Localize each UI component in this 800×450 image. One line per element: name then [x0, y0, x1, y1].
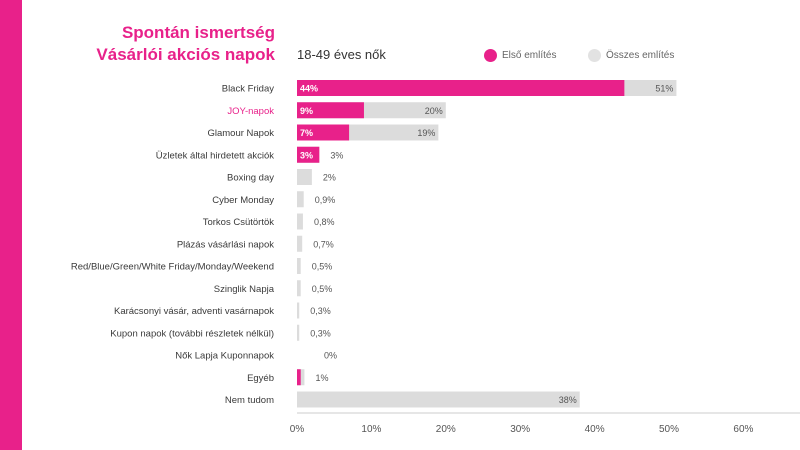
total-mention-value-label: 0,8%	[314, 217, 335, 227]
category-label: Szinglik Napja	[214, 284, 275, 295]
x-tick-label: 30%	[510, 424, 530, 435]
legend-label-total: Összes említés	[606, 50, 675, 61]
category-label: Plázás vásárlási napok	[177, 239, 274, 250]
first-mention-bar	[297, 80, 625, 96]
category-label: Black Friday	[222, 84, 275, 95]
total-mention-value-label: 0,5%	[312, 284, 333, 294]
total-mention-value-label: 51%	[655, 84, 673, 94]
legend-item-total-mention: Összes említés	[588, 49, 674, 62]
total-bar	[297, 258, 301, 274]
category-label: Cyber Monday	[212, 195, 274, 206]
total-bar	[297, 213, 303, 230]
chart-title: Spontán ismertség Vásárlói akciós napok	[90, 22, 275, 66]
total-mention-value-label: 3%	[330, 150, 343, 160]
x-tick-label: 50%	[659, 424, 679, 435]
title-line-2: Vásárlói akciós napok	[96, 45, 275, 64]
category-label: Karácsonyi vásár, adventi vasárnapok	[114, 306, 274, 317]
category-label: Red/Blue/Green/White Friday/Monday/Weeke…	[71, 262, 274, 273]
x-tick-label: 10%	[361, 424, 381, 435]
total-mention-value-label: 0%	[324, 351, 337, 361]
total-mention-value-label: 1%	[315, 373, 328, 383]
legend-swatch-total	[588, 49, 601, 62]
total-mention-value-label: 0,7%	[313, 239, 334, 249]
first-mention-bar	[297, 369, 301, 386]
title-line-1: Spontán ismertség	[121, 23, 275, 42]
total-bar	[297, 169, 312, 185]
first-mention-bar	[297, 146, 320, 163]
category-label: Üzletek által hirdetett akciók	[156, 150, 275, 161]
first-mention-value-label: 9%	[300, 106, 313, 116]
total-bar	[297, 324, 300, 341]
first-mention-value-label: 44%	[300, 84, 318, 94]
total-bar	[297, 191, 304, 208]
total-bar	[297, 391, 580, 408]
legend-item-first-mention: Első említés	[484, 49, 556, 62]
category-label: Nem tudom	[225, 395, 274, 406]
category-label: Egyéb	[247, 373, 274, 384]
category-label: Torkos Csütörtök	[203, 217, 275, 228]
total-mention-value-label: 0,3%	[310, 328, 331, 338]
total-mention-value-label: 19%	[417, 128, 435, 138]
category-label: Nők Lapja Kuponnapok	[175, 351, 274, 362]
legend-swatch-first	[484, 49, 497, 62]
total-mention-value-label: 0,5%	[312, 262, 333, 272]
first-mention-bar	[297, 124, 350, 141]
first-mention-bar	[297, 102, 364, 119]
total-mention-value-label: 20%	[425, 106, 443, 116]
category-label: Boxing day	[227, 173, 274, 184]
x-tick-label: 20%	[436, 424, 456, 435]
chart-subtitle: 18-49 éves nők	[297, 47, 386, 62]
total-bar	[297, 302, 300, 319]
category-label: JOY-napok	[227, 106, 274, 117]
legend-label-first: Első említés	[502, 50, 557, 61]
category-label: Kupon napok (további részletek nélkül)	[110, 328, 274, 339]
total-mention-value-label: 0,9%	[315, 195, 336, 205]
accent-side-bar	[0, 0, 22, 450]
total-mention-value-label: 38%	[559, 395, 577, 405]
category-label: Glamour Napok	[207, 128, 274, 139]
x-tick-label: 40%	[585, 424, 605, 435]
x-tick-label: 0%	[290, 424, 305, 435]
x-tick-label: 60%	[733, 424, 753, 435]
total-mention-value-label: 2%	[323, 173, 336, 183]
first-mention-value-label: 7%	[300, 128, 313, 138]
total-bar	[297, 280, 301, 297]
total-bar	[297, 235, 303, 252]
total-mention-value-label: 0,3%	[310, 306, 331, 316]
first-mention-value-label: 3%	[300, 150, 313, 160]
